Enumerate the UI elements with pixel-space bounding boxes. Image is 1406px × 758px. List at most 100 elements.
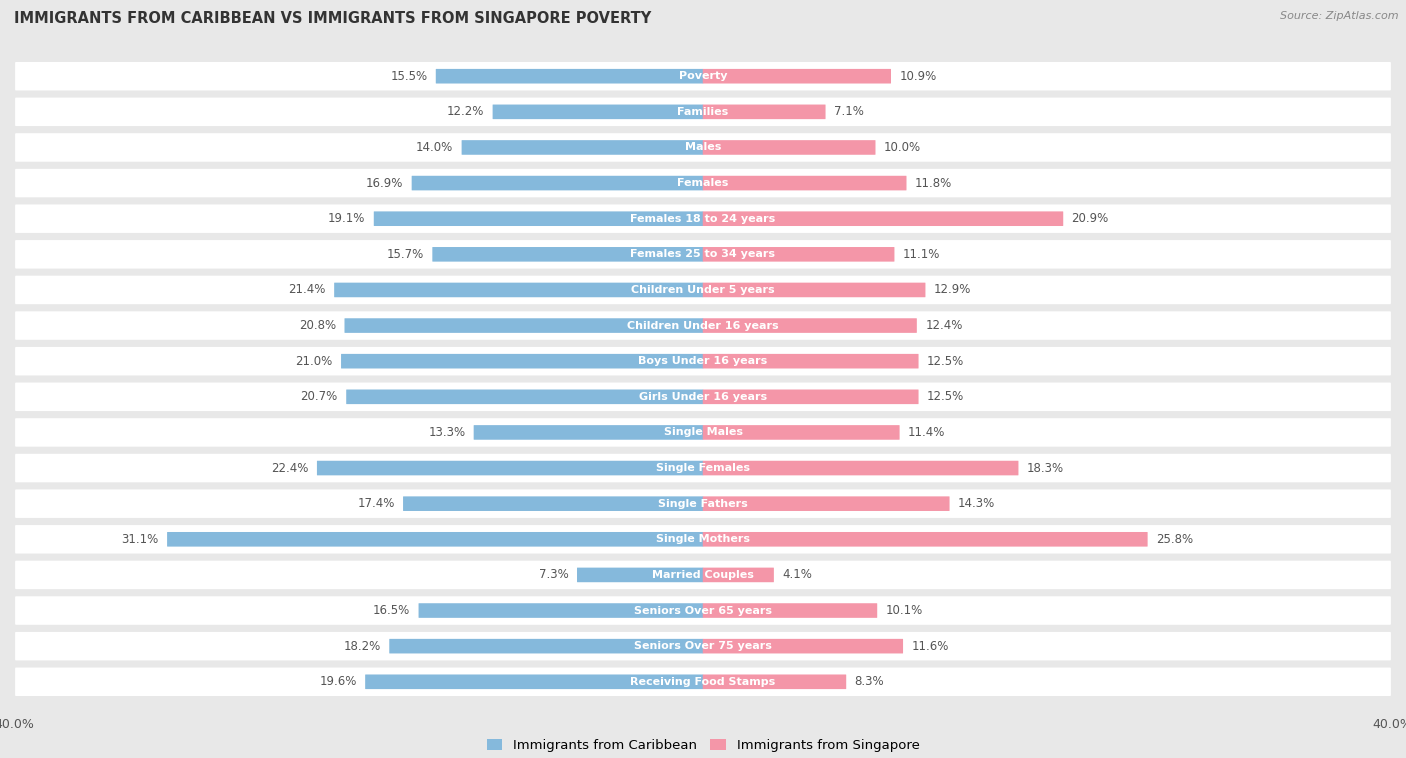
- FancyBboxPatch shape: [15, 454, 1391, 482]
- FancyBboxPatch shape: [703, 461, 1018, 475]
- FancyBboxPatch shape: [15, 383, 1391, 411]
- Text: 21.0%: 21.0%: [295, 355, 333, 368]
- Text: 22.4%: 22.4%: [271, 462, 308, 475]
- Text: 20.7%: 20.7%: [301, 390, 337, 403]
- Legend: Immigrants from Caribbean, Immigrants from Singapore: Immigrants from Caribbean, Immigrants fr…: [481, 734, 925, 757]
- Text: 7.1%: 7.1%: [834, 105, 863, 118]
- FancyBboxPatch shape: [15, 276, 1391, 304]
- FancyBboxPatch shape: [703, 140, 876, 155]
- Text: Poverty: Poverty: [679, 71, 727, 81]
- FancyBboxPatch shape: [419, 603, 703, 618]
- FancyBboxPatch shape: [15, 133, 1391, 161]
- FancyBboxPatch shape: [436, 69, 703, 83]
- Text: 7.3%: 7.3%: [538, 568, 568, 581]
- FancyBboxPatch shape: [335, 283, 703, 297]
- Text: Source: ZipAtlas.com: Source: ZipAtlas.com: [1281, 11, 1399, 21]
- Text: 19.1%: 19.1%: [328, 212, 366, 225]
- FancyBboxPatch shape: [703, 603, 877, 618]
- Text: IMMIGRANTS FROM CARIBBEAN VS IMMIGRANTS FROM SINGAPORE POVERTY: IMMIGRANTS FROM CARIBBEAN VS IMMIGRANTS …: [14, 11, 651, 27]
- Text: 25.8%: 25.8%: [1156, 533, 1194, 546]
- FancyBboxPatch shape: [404, 496, 703, 511]
- FancyBboxPatch shape: [703, 283, 925, 297]
- FancyBboxPatch shape: [412, 176, 703, 190]
- FancyBboxPatch shape: [461, 140, 703, 155]
- FancyBboxPatch shape: [15, 347, 1391, 375]
- FancyBboxPatch shape: [703, 496, 949, 511]
- Text: 10.1%: 10.1%: [886, 604, 922, 617]
- FancyBboxPatch shape: [346, 390, 703, 404]
- FancyBboxPatch shape: [474, 425, 703, 440]
- Text: 4.1%: 4.1%: [782, 568, 813, 581]
- FancyBboxPatch shape: [15, 668, 1391, 696]
- Text: 11.8%: 11.8%: [915, 177, 952, 190]
- Text: Children Under 5 years: Children Under 5 years: [631, 285, 775, 295]
- FancyBboxPatch shape: [703, 354, 918, 368]
- Text: 19.6%: 19.6%: [319, 675, 357, 688]
- Text: 12.5%: 12.5%: [927, 355, 965, 368]
- Text: 15.7%: 15.7%: [387, 248, 425, 261]
- FancyBboxPatch shape: [703, 568, 773, 582]
- FancyBboxPatch shape: [703, 425, 900, 440]
- FancyBboxPatch shape: [15, 205, 1391, 233]
- FancyBboxPatch shape: [703, 69, 891, 83]
- Text: 21.4%: 21.4%: [288, 283, 326, 296]
- FancyBboxPatch shape: [703, 318, 917, 333]
- Text: 13.3%: 13.3%: [429, 426, 465, 439]
- Text: Females: Females: [678, 178, 728, 188]
- FancyBboxPatch shape: [703, 639, 903, 653]
- FancyBboxPatch shape: [432, 247, 703, 262]
- FancyBboxPatch shape: [15, 490, 1391, 518]
- Text: 12.2%: 12.2%: [447, 105, 484, 118]
- Text: 16.5%: 16.5%: [373, 604, 411, 617]
- Text: 18.3%: 18.3%: [1026, 462, 1064, 475]
- FancyBboxPatch shape: [374, 211, 703, 226]
- Text: 20.8%: 20.8%: [299, 319, 336, 332]
- FancyBboxPatch shape: [15, 632, 1391, 660]
- FancyBboxPatch shape: [15, 597, 1391, 625]
- FancyBboxPatch shape: [492, 105, 703, 119]
- FancyBboxPatch shape: [703, 247, 894, 262]
- Text: 31.1%: 31.1%: [121, 533, 159, 546]
- Text: Single Mothers: Single Mothers: [657, 534, 749, 544]
- Text: Single Males: Single Males: [664, 428, 742, 437]
- Text: Males: Males: [685, 143, 721, 152]
- Text: 8.3%: 8.3%: [855, 675, 884, 688]
- Text: Females 18 to 24 years: Females 18 to 24 years: [630, 214, 776, 224]
- Text: 12.4%: 12.4%: [925, 319, 963, 332]
- Text: Married Couples: Married Couples: [652, 570, 754, 580]
- Text: 17.4%: 17.4%: [357, 497, 395, 510]
- Text: 15.5%: 15.5%: [391, 70, 427, 83]
- FancyBboxPatch shape: [703, 532, 1147, 547]
- Text: 11.4%: 11.4%: [908, 426, 945, 439]
- Text: 10.9%: 10.9%: [900, 70, 936, 83]
- FancyBboxPatch shape: [342, 354, 703, 368]
- Text: Boys Under 16 years: Boys Under 16 years: [638, 356, 768, 366]
- FancyBboxPatch shape: [15, 312, 1391, 340]
- FancyBboxPatch shape: [366, 675, 703, 689]
- FancyBboxPatch shape: [15, 525, 1391, 553]
- Text: Seniors Over 75 years: Seniors Over 75 years: [634, 641, 772, 651]
- FancyBboxPatch shape: [167, 532, 703, 547]
- FancyBboxPatch shape: [703, 390, 918, 404]
- FancyBboxPatch shape: [344, 318, 703, 333]
- Text: 12.9%: 12.9%: [934, 283, 972, 296]
- Text: Families: Families: [678, 107, 728, 117]
- Text: 10.0%: 10.0%: [884, 141, 921, 154]
- Text: Seniors Over 65 years: Seniors Over 65 years: [634, 606, 772, 615]
- Text: 18.2%: 18.2%: [343, 640, 381, 653]
- Text: 11.1%: 11.1%: [903, 248, 941, 261]
- Text: 14.3%: 14.3%: [957, 497, 995, 510]
- Text: Single Fathers: Single Fathers: [658, 499, 748, 509]
- Text: Receiving Food Stamps: Receiving Food Stamps: [630, 677, 776, 687]
- FancyBboxPatch shape: [15, 418, 1391, 446]
- Text: 20.9%: 20.9%: [1071, 212, 1109, 225]
- FancyBboxPatch shape: [389, 639, 703, 653]
- Text: Children Under 16 years: Children Under 16 years: [627, 321, 779, 330]
- FancyBboxPatch shape: [15, 240, 1391, 268]
- Text: 16.9%: 16.9%: [366, 177, 404, 190]
- FancyBboxPatch shape: [576, 568, 703, 582]
- FancyBboxPatch shape: [15, 169, 1391, 197]
- Text: Females 25 to 34 years: Females 25 to 34 years: [630, 249, 776, 259]
- FancyBboxPatch shape: [703, 211, 1063, 226]
- Text: 12.5%: 12.5%: [927, 390, 965, 403]
